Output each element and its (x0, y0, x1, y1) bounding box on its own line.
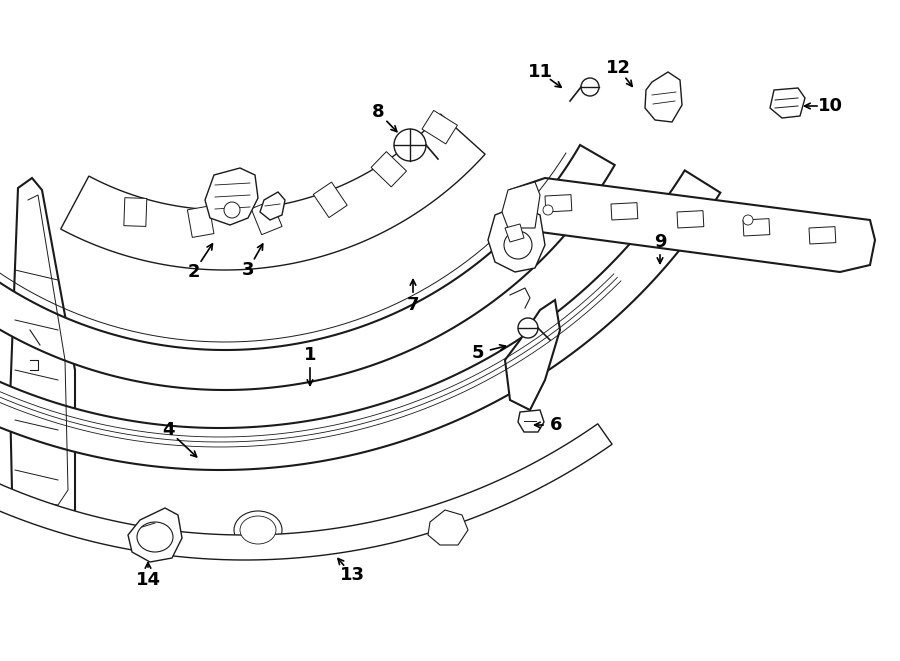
Polygon shape (10, 178, 75, 520)
Text: 3: 3 (242, 261, 254, 279)
Circle shape (394, 129, 426, 161)
Text: 12: 12 (606, 59, 631, 77)
Bar (422, 110, 457, 144)
Polygon shape (260, 192, 285, 220)
Text: 14: 14 (136, 571, 160, 589)
Text: 8: 8 (372, 103, 384, 121)
Polygon shape (518, 410, 544, 432)
Polygon shape (205, 168, 258, 225)
Text: 11: 11 (527, 63, 553, 81)
Polygon shape (645, 72, 682, 122)
Bar (124, 198, 147, 227)
Text: 4: 4 (162, 421, 175, 439)
Text: 9: 9 (653, 233, 666, 251)
Ellipse shape (234, 511, 282, 549)
Circle shape (581, 78, 599, 96)
Text: 7: 7 (407, 296, 419, 314)
Ellipse shape (137, 522, 173, 552)
Bar (809, 227, 836, 244)
Polygon shape (0, 424, 612, 560)
Bar (251, 200, 282, 235)
Text: 1: 1 (304, 346, 316, 364)
Polygon shape (505, 224, 524, 242)
Polygon shape (60, 114, 485, 270)
Circle shape (224, 202, 240, 218)
Bar (743, 219, 770, 236)
Bar (313, 182, 347, 217)
Circle shape (543, 205, 553, 215)
Bar (187, 206, 214, 237)
Polygon shape (128, 508, 182, 562)
Text: 5: 5 (472, 344, 484, 362)
Polygon shape (505, 178, 875, 272)
Bar (545, 194, 572, 212)
Polygon shape (770, 88, 805, 118)
Polygon shape (488, 205, 545, 272)
Polygon shape (0, 171, 720, 470)
Polygon shape (428, 510, 468, 545)
Circle shape (518, 318, 538, 338)
Text: 6: 6 (550, 416, 562, 434)
Text: 2: 2 (188, 263, 200, 281)
Bar (677, 211, 704, 228)
Ellipse shape (240, 516, 276, 544)
Text: 13: 13 (339, 566, 365, 584)
Bar (611, 203, 638, 220)
Bar (371, 151, 407, 187)
Polygon shape (502, 182, 540, 228)
Circle shape (504, 231, 532, 259)
Circle shape (743, 215, 753, 225)
Text: 10: 10 (817, 97, 842, 115)
Polygon shape (505, 300, 560, 410)
Polygon shape (0, 113, 615, 390)
